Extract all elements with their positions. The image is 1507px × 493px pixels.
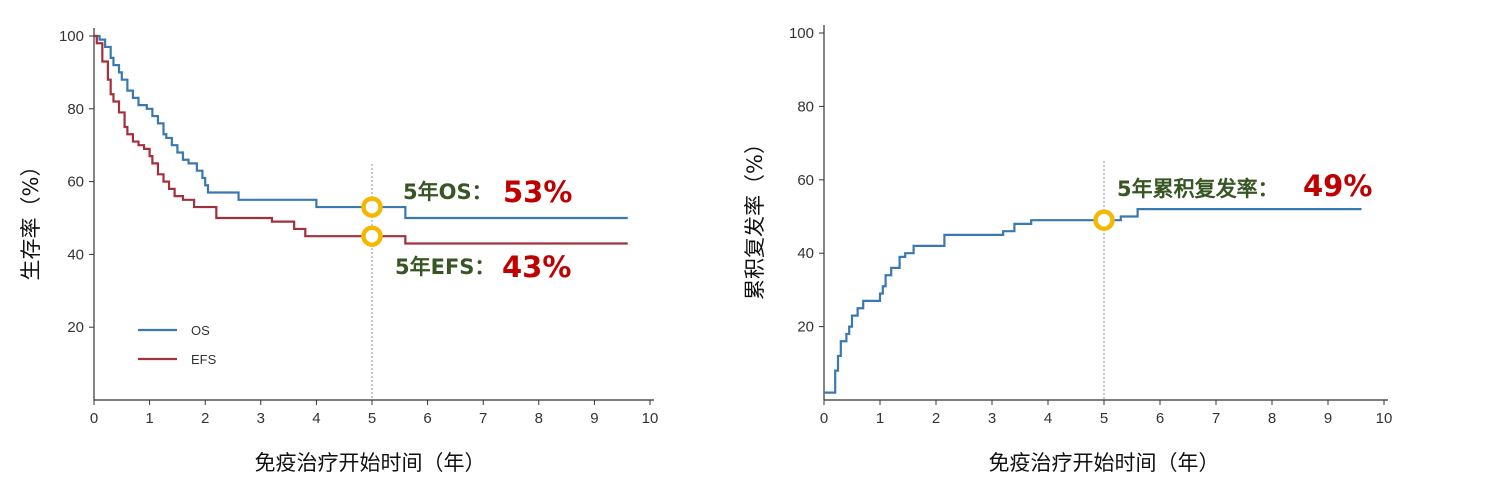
x-tick-label: 5	[368, 410, 376, 427]
y-tick-label: 60	[797, 172, 814, 189]
x-tick-label: 9	[1324, 410, 1332, 427]
chart-panel-2: 0 1 2 3 4 5 6 7 8 9 10 20 40 60 80 100 免疫治疗开始时间（年） 累积复发率（…	[743, 25, 1392, 475]
highlight-marker	[1093, 209, 1115, 231]
os-curve	[94, 34, 628, 220]
annotation-label: 5年累积复发率：	[1117, 177, 1279, 201]
x-tick-label: 8	[1268, 410, 1276, 427]
annotation-label: 5年OS：	[403, 180, 493, 204]
legend-label-os: OS	[191, 323, 210, 338]
chart-panel-1: 0 1 2 3 4 5 6 7 8 9 10 20 40 60 80 100 免疫治疗开始时间（年） 生存率（%）…	[19, 28, 658, 475]
x-tick-label: 9	[590, 410, 598, 427]
x-tick-label: 0	[820, 410, 828, 427]
x-tick-label: 3	[988, 410, 996, 427]
y-tick-label: 80	[67, 101, 84, 118]
x-tick-label: 1	[876, 410, 884, 427]
annotation-value: 43%	[502, 250, 571, 284]
x-tick-label: 0	[90, 410, 98, 427]
legend-label-efs: EFS	[191, 352, 217, 367]
annotation-value: 53%	[503, 175, 572, 209]
y-tick-label: 20	[67, 319, 84, 336]
highlight-marker	[361, 196, 383, 218]
annotation-label: 5年EFS：	[395, 255, 495, 279]
x-tick-label: 7	[479, 410, 487, 427]
y-tick-label: 100	[59, 28, 84, 45]
x-tick-label: 4	[1044, 410, 1052, 427]
x-tick-label: 6	[1156, 410, 1164, 427]
highlight-marker	[361, 225, 383, 247]
x-tick-label: 1	[145, 410, 153, 427]
x-tick-label: 7	[1212, 410, 1220, 427]
x-axis-title: 免疫治疗开始时间（年）	[255, 451, 486, 475]
y-tick-label: 100	[789, 25, 814, 42]
x-tick-label: 10	[642, 410, 659, 427]
x-tick-label: 8	[535, 410, 543, 427]
efs-curve	[94, 34, 628, 245]
x-tick-label: 5	[1100, 410, 1108, 427]
x-tick-label: 2	[932, 410, 940, 427]
x-tick-label: 10	[1376, 410, 1393, 427]
x-tick-label: 4	[312, 410, 320, 427]
y-tick-label: 80	[797, 98, 814, 115]
y-axis-title: 累积复发率（%）	[743, 133, 767, 300]
recurrence-curve	[824, 208, 1362, 394]
x-axis-title: 免疫治疗开始时间（年）	[989, 451, 1220, 475]
x-tick-label: 3	[257, 410, 265, 427]
y-tick-label: 40	[797, 245, 814, 262]
y-tick-label: 40	[67, 246, 84, 263]
y-tick-label: 60	[67, 174, 84, 191]
annotation-value: 49%	[1303, 169, 1372, 203]
y-tick-label: 20	[797, 319, 814, 336]
x-tick-label: 2	[201, 410, 209, 427]
x-tick-label: 6	[423, 410, 431, 427]
y-axis-title: 生存率（%）	[19, 156, 43, 281]
